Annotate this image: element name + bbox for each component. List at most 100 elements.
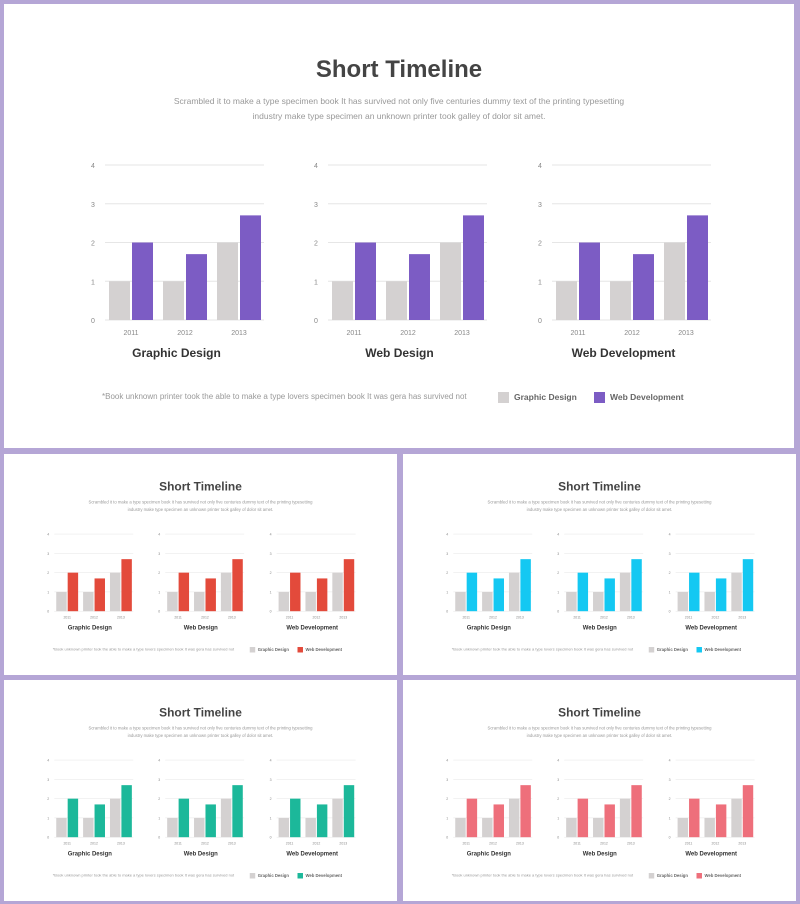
- x-tick-label: 2013: [738, 616, 746, 620]
- bar-web-development-2012: [186, 254, 207, 320]
- y-tick-label: 0: [314, 318, 318, 325]
- x-tick-label: 2012: [489, 842, 497, 846]
- bar-graphic-design-2013: [619, 798, 631, 838]
- x-tick-label: 2013: [339, 842, 347, 846]
- chart-title: Web Development: [685, 850, 738, 858]
- legend-web-development: Web Development: [594, 390, 684, 404]
- x-tick-label: 2011: [174, 842, 182, 846]
- x-tick-label: 2013: [339, 616, 347, 620]
- bar-web-development-2013: [631, 559, 642, 612]
- bar-graphic-design-2013: [619, 572, 631, 612]
- bar-graphic-design-2013: [220, 572, 232, 612]
- y-tick-label: 3: [158, 552, 160, 556]
- y-tick-label: 4: [47, 759, 49, 763]
- slide-subtitle: Scrambled it to make a type specimen boo…: [487, 499, 712, 513]
- y-tick-label: 0: [446, 610, 448, 614]
- bar-web-development-2011: [577, 798, 589, 838]
- y-tick-label: 1: [158, 816, 160, 820]
- legend-label: Graphic Design: [514, 392, 577, 402]
- slide-title: Short Timeline: [159, 479, 242, 494]
- legend-graphic-design: Graphic Design: [249, 872, 289, 879]
- bar-web-development-2011: [466, 572, 478, 612]
- bar-web-development-2011: [355, 242, 376, 320]
- bar-chart-web-development: 0 1 2 3 4 2011 2012 2013 Web Development: [269, 529, 356, 633]
- y-tick-label: 4: [446, 759, 448, 763]
- bar-web-development-2011: [689, 572, 700, 612]
- legend-swatch: [297, 646, 303, 653]
- bar-chart-web-design: 0 1 2 3 4 2011 2012 2013 Web Design: [157, 529, 245, 633]
- bar-web-development-2012: [604, 804, 615, 838]
- bar-web-development-2011: [178, 798, 190, 838]
- bar-web-development-2012: [604, 578, 615, 612]
- x-tick-label: 2013: [516, 616, 524, 620]
- y-tick-label: 2: [446, 797, 448, 801]
- y-tick-label: 4: [314, 163, 318, 170]
- bar-graphic-design-2011: [278, 591, 290, 612]
- y-tick-label: 0: [669, 836, 671, 840]
- legend-swatch: [249, 872, 256, 879]
- chart-title: Web Development: [571, 346, 676, 360]
- bar-web-development-2013: [463, 215, 484, 320]
- y-tick-label: 2: [538, 241, 542, 248]
- bar-web-development-2013: [687, 215, 708, 320]
- bar-web-development-2012: [715, 804, 727, 838]
- bar-web-development-2011: [67, 572, 79, 612]
- y-tick-label: 2: [446, 571, 448, 575]
- legend-graphic-design: Graphic Design: [498, 390, 577, 404]
- bar-chart-graphic-design: 0 1 2 3 4 2011 2012 2013 Graphic Design: [46, 529, 134, 633]
- bar-graphic-design-2011: [56, 591, 67, 612]
- legend-label: Web Development: [704, 873, 742, 878]
- bar-chart-graphic-design: 0 1 2 3 4 2011 2012 2013 Graphic Design: [445, 755, 533, 859]
- bar-chart-graphic-design: 0 1 2 3 4 2011 2012 2013 Graphic Design: [46, 755, 134, 859]
- bar-graphic-design-2013: [109, 798, 121, 838]
- y-tick-label: 0: [538, 318, 542, 325]
- bar-web-development-2012: [493, 804, 504, 838]
- slide-teal: Short Timeline Scrambled it to make a ty…: [4, 680, 397, 901]
- legend-label: Graphic Design: [656, 647, 688, 652]
- legend-swatch: [696, 646, 702, 653]
- bar-web-development-2011: [178, 572, 190, 612]
- legend-label: Graphic Design: [656, 873, 688, 878]
- chart-title: Web Development: [685, 624, 738, 632]
- bar-web-development-2011: [466, 798, 478, 838]
- y-tick-label: 1: [158, 590, 160, 594]
- bar-graphic-design-2012: [83, 591, 94, 612]
- bar-graphic-design-2013: [508, 798, 520, 838]
- y-tick-label: 2: [314, 241, 318, 248]
- footnote: *Book unknown printer took the able to m…: [451, 647, 634, 652]
- bar-graphic-design-2011: [332, 281, 353, 320]
- x-tick-label: 2011: [346, 330, 361, 337]
- y-tick-label: 3: [557, 552, 559, 556]
- y-tick-label: 3: [446, 552, 448, 556]
- chart-svg: 0 1 2 3 4 2011 2012 2013: [669, 533, 755, 620]
- slide-title: Short Timeline: [159, 705, 242, 720]
- bar-web-development-2013: [343, 559, 355, 612]
- y-tick-label: 3: [669, 552, 671, 556]
- x-tick-label: 2013: [627, 842, 635, 846]
- bar-chart-web-development: 0 1 2 3 4 2011 2012 2013 Web Development: [269, 755, 356, 859]
- bar-graphic-design-2012: [194, 817, 205, 838]
- x-tick-label: 2013: [627, 616, 635, 620]
- x-tick-label: 2011: [174, 616, 182, 620]
- bar-chart-graphic-design: 0 1 2 3 4 2011 2012 2013 Graphic Design: [445, 529, 533, 633]
- y-tick-label: 1: [538, 279, 542, 286]
- bar-graphic-design-2013: [731, 798, 742, 838]
- x-tick-label: 2011: [462, 616, 470, 620]
- y-tick-label: 1: [446, 816, 448, 820]
- legend-graphic-design: Graphic Design: [249, 646, 289, 653]
- slide-red: Short Timeline Scrambled it to make a ty…: [4, 454, 397, 675]
- x-tick-label: 2011: [685, 842, 693, 846]
- y-tick-label: 2: [669, 797, 671, 801]
- chart-title: Web Design: [365, 346, 434, 360]
- y-tick-label: 2: [270, 571, 272, 575]
- legend-label: Web Development: [610, 392, 684, 402]
- x-tick-label: 2012: [313, 842, 321, 846]
- chart-title: Graphic Design: [67, 850, 112, 858]
- x-tick-label: 2013: [678, 330, 694, 337]
- bar-graphic-design-2013: [220, 798, 232, 838]
- chart-title: Web Development: [286, 624, 339, 632]
- legend-label: Web Development: [305, 647, 343, 652]
- y-tick-label: 1: [669, 590, 671, 594]
- bar-web-development-2012: [205, 804, 216, 838]
- slide-subtitle: Scrambled it to make a type specimen boo…: [88, 499, 313, 513]
